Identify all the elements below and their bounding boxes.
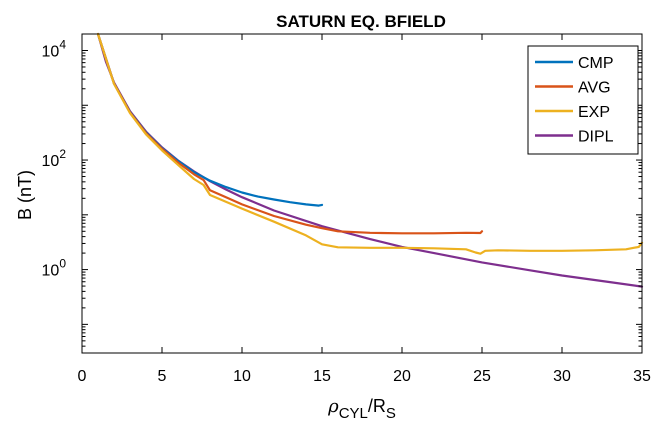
y-tick-label: 104 (42, 37, 67, 60)
series-line-cmp (96, 32, 324, 207)
y-axis-label: B (nT) (15, 170, 35, 220)
chart-title: SATURN EQ. BFIELD (276, 12, 446, 31)
y-tick-labels: 100 102 104 (42, 37, 67, 279)
x-tick-label: 10 (233, 368, 251, 385)
axis-ticks (81, 33, 643, 354)
legend-label-exp: EXP (578, 104, 610, 121)
x-tick-label: 30 (553, 368, 571, 385)
x-tick-label: 0 (78, 368, 87, 385)
x-axis-label: ρCYL/RS (327, 396, 396, 421)
x-tick-label: 25 (473, 368, 491, 385)
x-label-sep: /R (368, 396, 386, 416)
legend-label-dipl: DIPL (578, 129, 614, 146)
x-label-rho: ρ (327, 396, 339, 417)
series-line-avg (96, 32, 484, 235)
x-label-sub-cyl: CYL (339, 405, 368, 421)
x-tick-label: 15 (313, 368, 331, 385)
legend: CMP AVG EXP DIPL (527, 45, 639, 155)
x-tick-labels: 0 5 10 15 20 25 30 35 (78, 368, 651, 385)
x-tick-label: 20 (393, 368, 411, 385)
y-tick-label: 100 (42, 257, 67, 280)
y-tick-label: 102 (42, 147, 67, 170)
series-line-exp (96, 32, 644, 255)
legend-label-avg: AVG (578, 80, 611, 97)
x-label-sub-s: S (386, 405, 396, 421)
x-tick-label: 35 (633, 368, 651, 385)
legend-label-cmp: CMP (578, 55, 614, 72)
plot-frame (81, 33, 643, 354)
x-tick-label: 5 (158, 368, 167, 385)
plot-lines (96, 32, 644, 288)
